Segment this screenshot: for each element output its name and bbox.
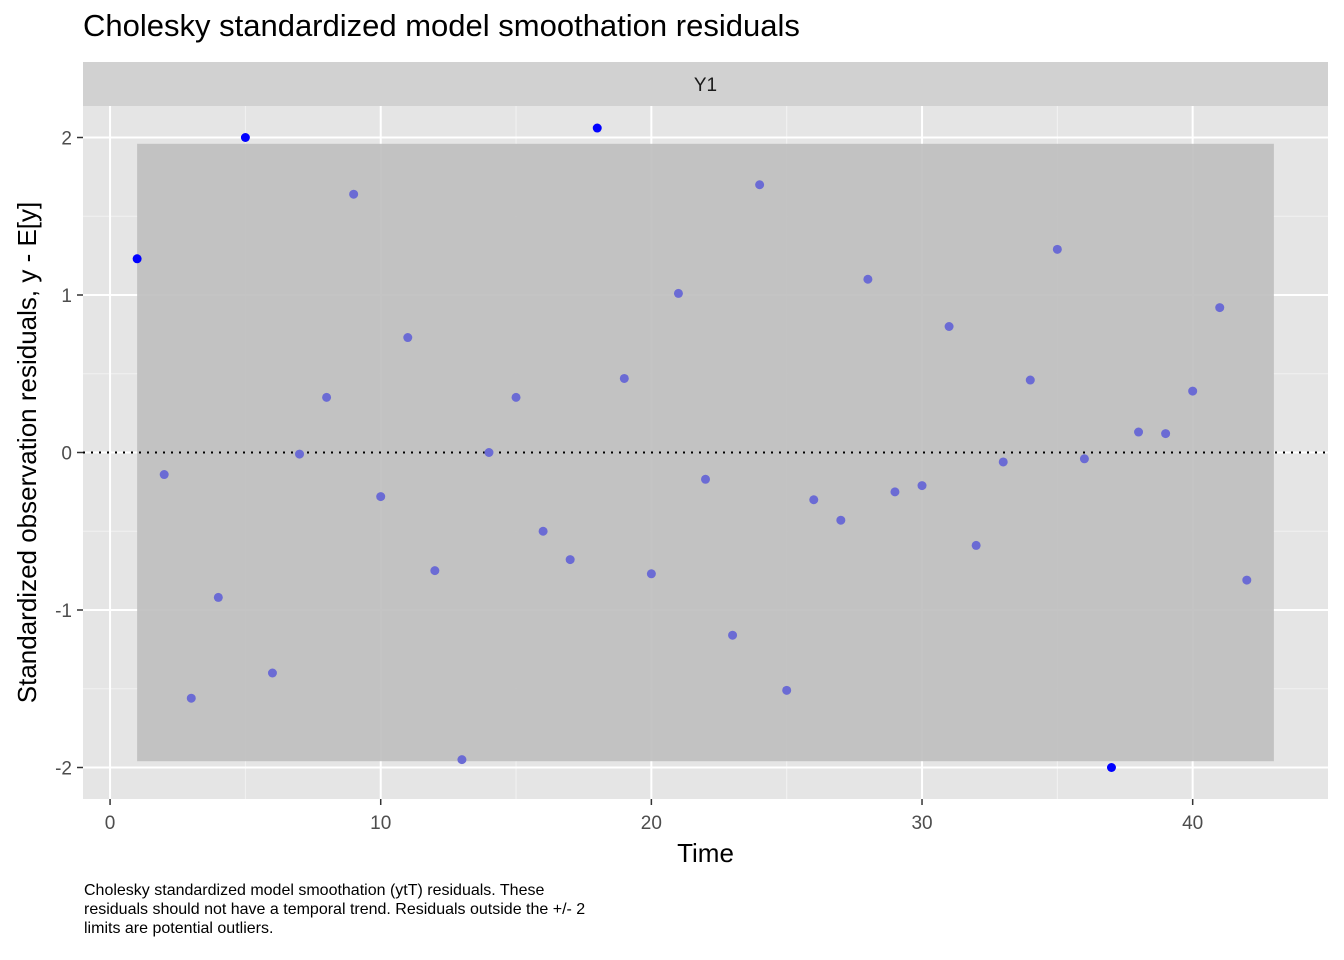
data-point — [538, 526, 548, 536]
residual-points — [132, 123, 1252, 772]
data-point — [511, 392, 521, 402]
x-tick-label: 20 — [641, 813, 662, 834]
x-axis-ticks: 0 10 20 30 40 — [105, 799, 1203, 834]
x-tick-label: 30 — [911, 813, 932, 834]
data-point — [457, 755, 467, 765]
data-point — [1052, 244, 1062, 254]
data-point — [863, 274, 873, 284]
data-point — [267, 668, 277, 678]
data-point — [240, 133, 250, 142]
caption-line: residuals should not have a temporal tre… — [84, 901, 586, 918]
y-tick-label: -1 — [55, 601, 72, 622]
caption-line: Cholesky standardized model smoothation … — [84, 882, 545, 899]
data-point — [998, 457, 1008, 467]
data-point — [728, 630, 738, 640]
data-point — [1079, 454, 1089, 464]
facet-label: Y1 — [694, 75, 717, 96]
data-point — [132, 254, 142, 264]
data-point — [484, 448, 494, 457]
data-point — [186, 693, 196, 703]
chart-title: Cholesky standardized model smoothation … — [83, 8, 800, 43]
figure-caption: Cholesky standardized model smoothation … — [84, 881, 764, 938]
x-axis-label: Time — [677, 838, 734, 868]
y-axis-ticks: -2 -1 0 1 2 — [55, 129, 83, 780]
y-tick-label: -2 — [55, 759, 72, 780]
data-point — [971, 540, 981, 550]
data-point — [376, 492, 386, 502]
data-point — [890, 487, 900, 497]
y-tick-label: 1 — [61, 286, 72, 307]
data-point — [1134, 427, 1144, 437]
y-tick-label: 2 — [61, 129, 72, 150]
data-point — [430, 566, 440, 576]
x-tick-label: 40 — [1182, 813, 1203, 834]
data-point — [917, 481, 927, 491]
data-point — [349, 189, 359, 199]
data-point — [565, 555, 575, 565]
data-point — [809, 495, 819, 505]
data-point — [1215, 303, 1225, 313]
x-tick-label: 10 — [370, 813, 391, 834]
data-point — [403, 333, 413, 343]
caption-line: limits are potential outliers. — [84, 920, 274, 937]
data-point — [592, 123, 602, 133]
residuals-chart: Y1 0 10 20 30 40 -2 -1 0 1 2 Time Standardized o… — [12, 62, 1328, 868]
data-point — [619, 373, 629, 383]
data-point — [322, 392, 332, 402]
y-axis-label: Standardized observation residuals, y - … — [12, 202, 42, 703]
facet-strip — [83, 62, 1328, 106]
data-point — [159, 470, 169, 480]
x-tick-label: 0 — [105, 813, 116, 834]
data-point — [1242, 575, 1252, 585]
data-point — [646, 569, 656, 579]
data-point — [295, 449, 305, 459]
data-point — [1161, 429, 1171, 439]
data-point — [755, 180, 765, 190]
y-tick-label: 0 — [61, 444, 72, 465]
data-point — [1106, 763, 1116, 772]
data-point — [1025, 375, 1035, 385]
data-point — [836, 515, 846, 525]
data-point — [944, 322, 954, 331]
data-point — [213, 592, 223, 602]
data-point — [1188, 386, 1198, 396]
data-point — [782, 685, 792, 695]
data-point — [673, 288, 683, 298]
data-point — [701, 474, 710, 484]
